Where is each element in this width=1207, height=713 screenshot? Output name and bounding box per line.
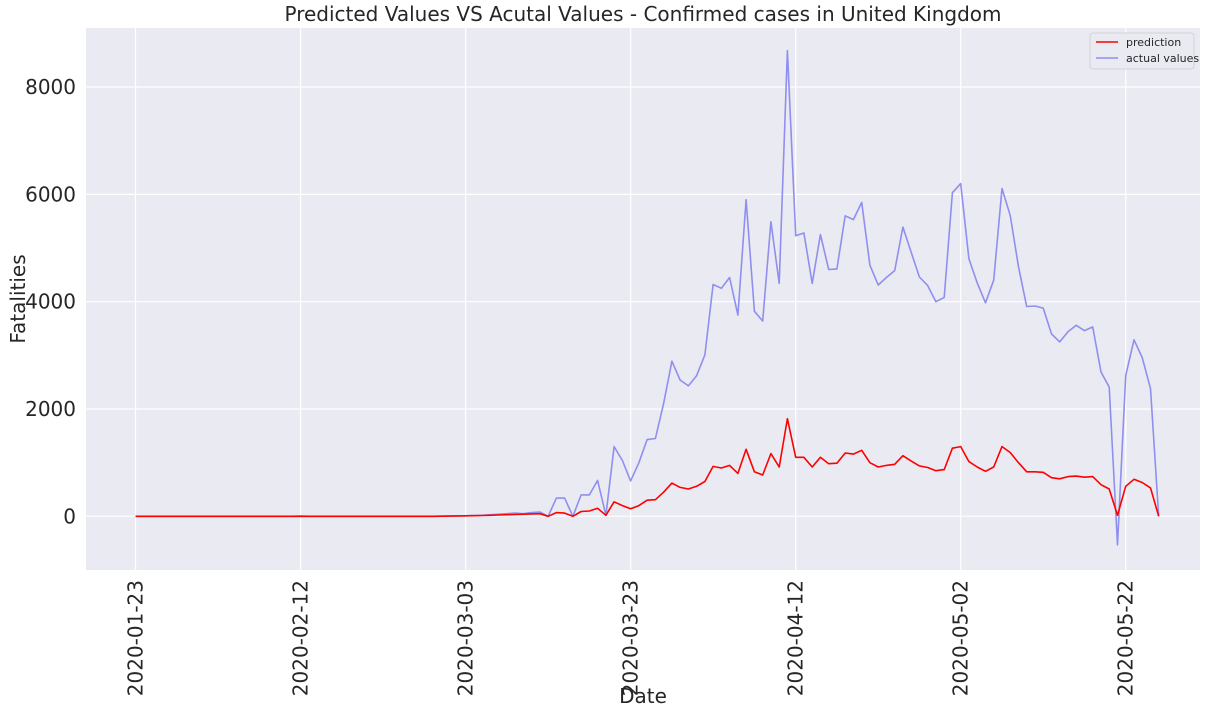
- y-tick-label: 2000: [25, 397, 76, 421]
- legend-label-prediction: prediction: [1126, 36, 1181, 49]
- grid: [86, 28, 1200, 570]
- y-tick-labels: 0 2000 4000 6000 8000: [25, 75, 76, 528]
- x-tick-label: 2020-04-12: [784, 580, 808, 696]
- plot-background: [86, 28, 1200, 570]
- y-tick-label: 8000: [25, 75, 76, 99]
- x-tick-label: 2020-03-03: [454, 580, 478, 696]
- series-lines: [135, 49, 1160, 546]
- x-tick-label: 2020-05-22: [1114, 580, 1138, 696]
- chart-title: Predicted Values VS Acutal Values - Conf…: [284, 2, 1001, 26]
- series-line-prediction: [135, 417, 1160, 518]
- x-axis-label: Date: [619, 684, 667, 708]
- y-tick-label: 4000: [25, 290, 76, 314]
- y-tick-label: 0: [63, 504, 76, 528]
- y-axis-label: Fatalities: [6, 254, 30, 343]
- x-tick-label: 2020-05-02: [949, 580, 973, 696]
- legend: prediction actual values: [1089, 32, 1199, 70]
- x-tick-label: 2020-01-23: [124, 580, 148, 696]
- x-tick-labels: 2020-01-23 2020-02-12 2020-03-03 2020-03-23…: [124, 580, 1138, 696]
- legend-label-actual-values: actual values: [1126, 52, 1199, 65]
- y-tick-label: 6000: [25, 182, 76, 206]
- x-tick-label: 2020-03-23: [619, 580, 643, 696]
- x-tick-label: 2020-02-12: [289, 580, 313, 696]
